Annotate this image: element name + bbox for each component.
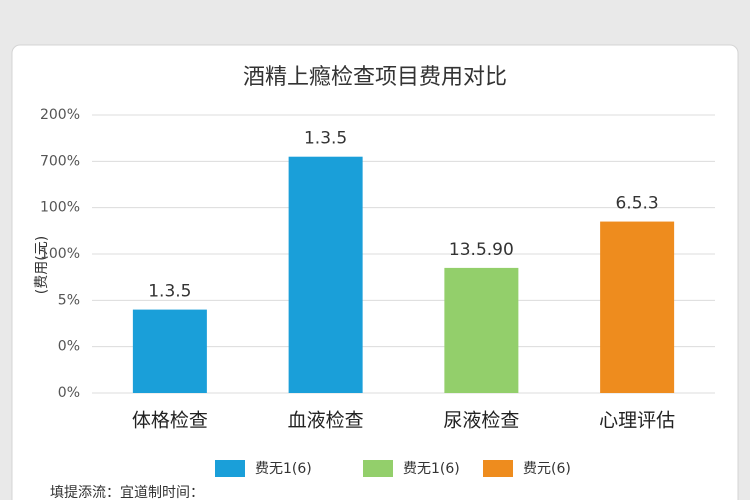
value-label: 6.5.3 xyxy=(615,194,658,214)
legend-swatch xyxy=(483,460,513,477)
legend-swatch xyxy=(215,460,245,477)
footer-note: 填提添流：宜道制时间： xyxy=(50,485,204,500)
legend-label: 费无1(6) xyxy=(403,461,460,477)
chart-title: 酒精上瘾检查项目费用对比 xyxy=(243,65,507,90)
bar xyxy=(600,221,675,393)
x-tick-label: 尿液检查 xyxy=(443,410,519,432)
y-tick-label: 700% xyxy=(40,153,80,169)
bar xyxy=(288,156,363,393)
y-tick-label: 100% xyxy=(40,246,80,262)
x-tick-label: 血液检查 xyxy=(288,410,364,432)
legend-label: 费元(6) xyxy=(523,461,571,477)
bar xyxy=(444,267,519,393)
y-axis-label: (费用(元) xyxy=(34,236,50,294)
value-label: 13.5.90 xyxy=(449,240,514,260)
legend-label: 费无1(6) xyxy=(255,461,312,477)
y-tick-label: 0% xyxy=(58,339,80,355)
value-label: 1.3.5 xyxy=(304,129,347,149)
bar xyxy=(132,309,207,393)
y-tick-label: 200% xyxy=(40,107,80,123)
y-tick-label: 100% xyxy=(40,200,80,216)
x-tick-label: 体格检查 xyxy=(132,410,208,432)
y-tick-label: 5% xyxy=(58,292,80,308)
y-tick-label: 0% xyxy=(58,385,80,401)
legend-swatch xyxy=(363,460,393,477)
x-tick-label: 心理评估 xyxy=(599,410,675,432)
value-label: 1.3.5 xyxy=(148,282,191,302)
